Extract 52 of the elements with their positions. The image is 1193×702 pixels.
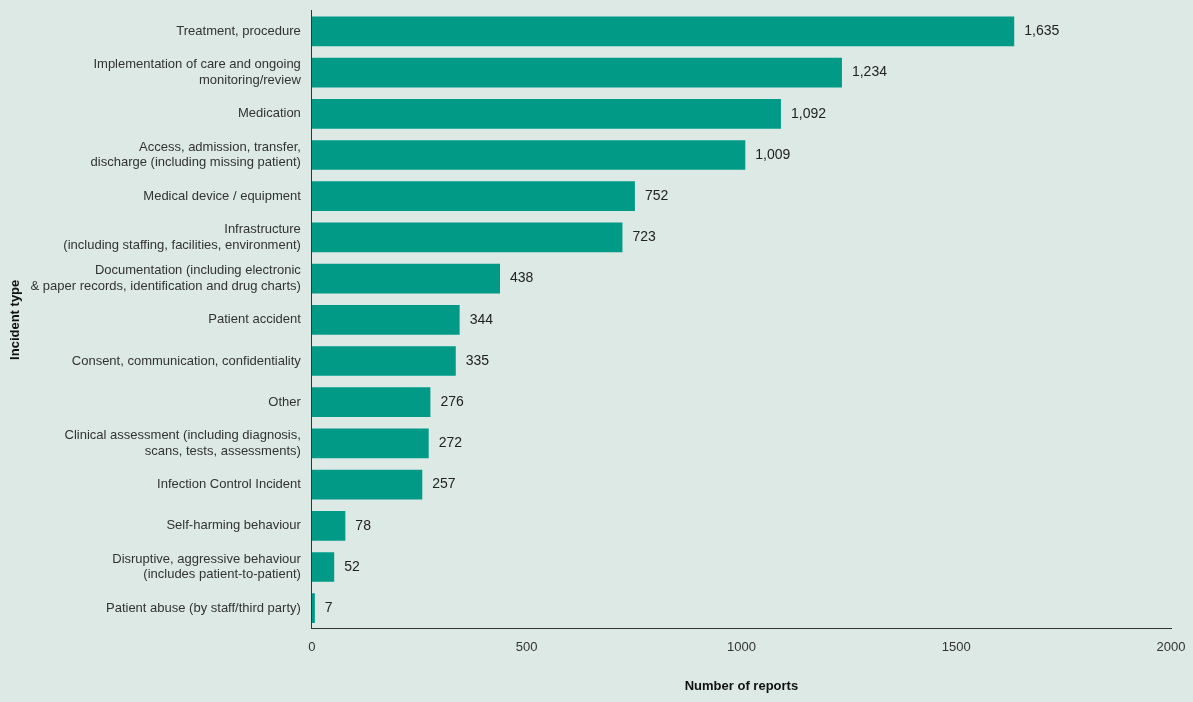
data-label: 1,635 (1024, 22, 1060, 39)
y-tick-label: Infrastructure (including staffing, facilities, environment) (63, 221, 301, 252)
x-tick-label: 500 (515, 639, 538, 655)
bar (311, 140, 746, 170)
data-label: 52 (344, 557, 360, 574)
y-tick-label: Patient accident (208, 311, 302, 327)
y-tick-label: Other (268, 393, 302, 409)
bar (311, 346, 456, 376)
data-label: 752 (644, 187, 669, 204)
y-tick-label: Clinical assessment (including diagnosis, scans, tests, assessments) (64, 427, 301, 458)
y-tick-label: Medication (237, 105, 301, 121)
y-tick-label: Medical device / equipment (143, 187, 302, 203)
y-tick-label: Implementation of care and ongoing monitoring/review (93, 56, 302, 87)
data-label: 723 (632, 228, 657, 245)
data-label: 1,009 (755, 145, 791, 162)
x-axis-title: Number of reports (684, 677, 799, 693)
y-tick-label: Documentation (including electronic & paper records, identification and drug charts) (30, 262, 302, 293)
data-label: 78 (355, 516, 372, 533)
data-label: 438 (510, 269, 534, 286)
x-tick-label: 2000 (1156, 639, 1186, 655)
data-label: 7 (324, 599, 333, 616)
x-tick-label: 1500 (941, 639, 971, 655)
y-tick-label: Infection Control Incident (157, 476, 302, 492)
data-label: 1,092 (790, 104, 827, 121)
bar (311, 16, 1015, 47)
data-label: 276 (440, 393, 464, 410)
bar (311, 181, 635, 212)
bar (311, 98, 781, 129)
y-tick-label: Patient abuse (by staff/third party) (105, 599, 301, 615)
bar (311, 222, 623, 253)
x-tick-label: 0 (308, 639, 316, 655)
data-label: 257 (432, 475, 456, 492)
bar (311, 428, 429, 459)
bar (311, 57, 842, 88)
x-tick-label: 1000 (726, 639, 756, 655)
y-axis-title: Incident type (7, 279, 23, 360)
bar (311, 469, 423, 500)
bar (311, 304, 460, 335)
bar (311, 510, 346, 541)
data-label: 335 (465, 351, 490, 368)
y-tick-label: Treatment, procedure (176, 22, 301, 38)
bar (311, 263, 501, 294)
data-label: 344 (469, 310, 494, 327)
bar (311, 387, 431, 418)
bar (311, 593, 315, 624)
y-tick-label: Self-harming behaviour (166, 517, 302, 533)
data-label: 272 (438, 434, 463, 451)
data-label: 1,234 (851, 63, 888, 80)
bar (311, 552, 335, 582)
y-tick-label: Disruptive, aggressive behaviour (includes patient-to-patient) (112, 550, 302, 582)
y-tick-label: Access, admission, transfer, discharge (including missing patient) (90, 138, 301, 170)
y-tick-label: Consent, communication, confidentiality (71, 352, 302, 368)
